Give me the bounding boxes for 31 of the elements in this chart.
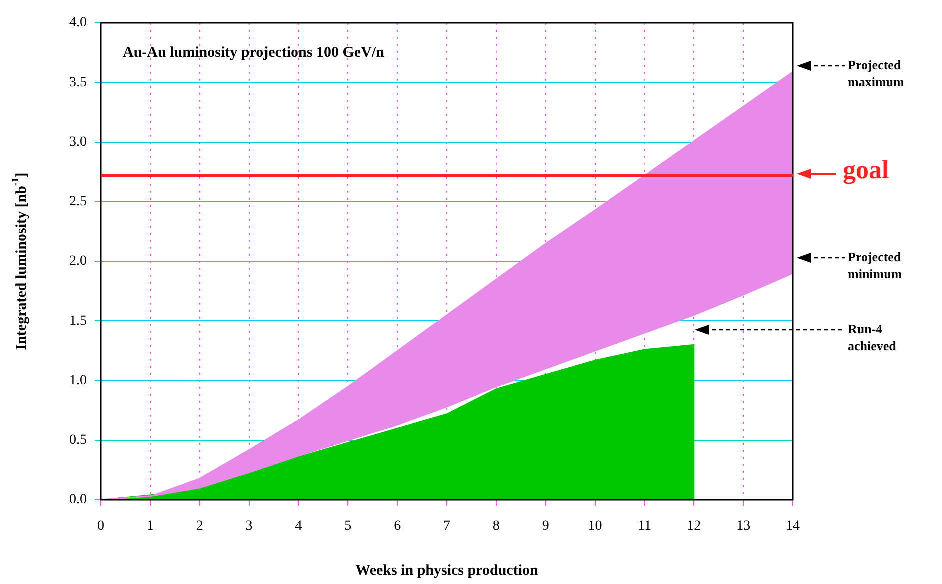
text: Run-4 achieved	[848, 321, 898, 354]
y-tick-label: 3.0	[70, 134, 87, 150]
x-tick-label: 8	[492, 519, 500, 534]
y-tick-label: 2.5	[70, 194, 87, 210]
x-tick-label: 5	[344, 519, 352, 534]
y-tick-label: 0.5	[70, 433, 87, 448]
y-tick-label: 1.0	[70, 373, 87, 388]
x-tick-label: 12	[687, 519, 702, 534]
text: Projected minimum	[848, 249, 902, 282]
x-tick-label: 2	[196, 519, 204, 534]
x-tick-label: 9	[542, 519, 550, 534]
text: Projected maximum	[848, 57, 904, 90]
y-tick-label: 3.5	[70, 75, 87, 90]
ref-line-label: goal	[843, 155, 890, 184]
y-tick-label: 1.5	[70, 314, 87, 329]
x-tick-label: 0	[98, 519, 104, 534]
x-tick-label: 7	[444, 519, 450, 534]
text: Au-Au luminosity projections 100 GeV/n	[123, 44, 386, 61]
y-tick-label: 2.0	[70, 254, 87, 270]
x-tick-label: 6	[394, 519, 402, 534]
y-tick-label: 4.0	[70, 16, 87, 31]
x-tick-label: 11	[638, 519, 652, 534]
x-tick-label: 1	[146, 519, 154, 534]
x-tick-label: 14	[786, 519, 800, 534]
x-tick-label: 13	[736, 519, 751, 534]
y-tick-label: 0.0	[70, 492, 87, 508]
x-axis-title: Weeks in physics production	[356, 562, 539, 579]
x-tick-label: 4	[295, 519, 302, 534]
y-axis-title: Integrated luminosity [nb-1]	[10, 172, 30, 350]
x-tick-label: 3	[246, 519, 253, 534]
x-tick-label: 10	[588, 519, 602, 534]
